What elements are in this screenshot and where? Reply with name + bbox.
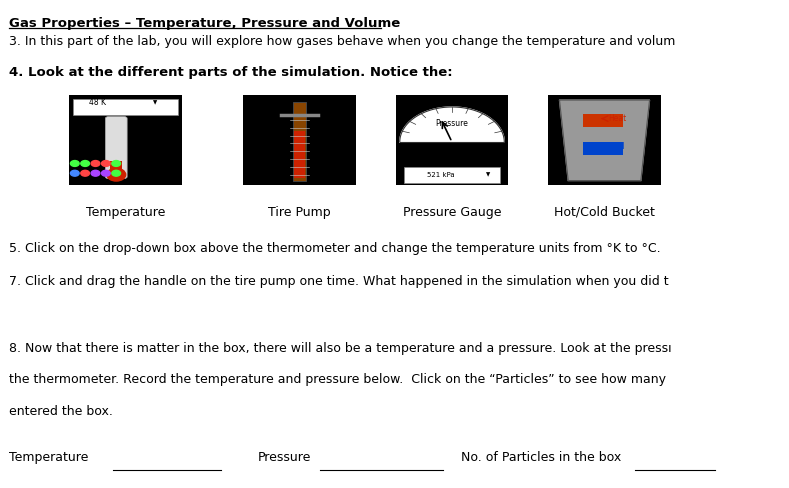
Text: 5. Click on the drop-down box above the thermometer and change the temperature u: 5. Click on the drop-down box above the …	[9, 242, 661, 255]
Polygon shape	[559, 100, 649, 181]
FancyBboxPatch shape	[69, 95, 181, 185]
Circle shape	[70, 161, 79, 166]
Text: Heat: Heat	[608, 114, 626, 123]
Circle shape	[112, 161, 121, 166]
FancyBboxPatch shape	[243, 95, 356, 185]
Text: No. of Particles in the box: No. of Particles in the box	[461, 451, 622, 465]
Text: 8. Now that there is matter in the box, there will also be a temperature and a p: 8. Now that there is matter in the box, …	[9, 342, 672, 355]
Circle shape	[70, 170, 79, 176]
Text: 4. Look at the different parts of the simulation. Notice the:: 4. Look at the different parts of the si…	[9, 66, 453, 79]
Text: 521 kPa: 521 kPa	[427, 172, 454, 178]
FancyBboxPatch shape	[293, 102, 306, 181]
FancyBboxPatch shape	[583, 142, 623, 155]
Text: ▼: ▼	[152, 100, 157, 105]
FancyBboxPatch shape	[583, 114, 623, 127]
Text: Hot/Cold Bucket: Hot/Cold Bucket	[554, 206, 655, 219]
Text: the thermometer. Record the temperature and pressure below.  Click on the “Parti: the thermometer. Record the temperature …	[9, 373, 667, 386]
Text: Cool: Cool	[608, 142, 625, 151]
FancyBboxPatch shape	[294, 131, 305, 178]
Text: Temperature: Temperature	[9, 451, 89, 465]
Text: Temperature: Temperature	[85, 206, 165, 219]
FancyBboxPatch shape	[548, 95, 661, 185]
Circle shape	[107, 168, 125, 181]
Text: Pressure: Pressure	[258, 451, 311, 465]
Polygon shape	[400, 107, 504, 142]
Circle shape	[80, 170, 89, 176]
Circle shape	[92, 170, 100, 176]
FancyBboxPatch shape	[110, 162, 122, 174]
Circle shape	[80, 161, 89, 166]
Text: entered the box.: entered the box.	[9, 405, 114, 418]
Text: Pressure Gauge: Pressure Gauge	[402, 206, 501, 219]
Text: Gas Properties – Temperature, Pressure and Volume: Gas Properties – Temperature, Pressure a…	[9, 17, 401, 30]
Text: 3. In this part of the lab, you will explore how gases behave when you change th: 3. In this part of the lab, you will exp…	[9, 35, 676, 48]
Circle shape	[102, 170, 110, 176]
FancyBboxPatch shape	[106, 117, 127, 179]
FancyBboxPatch shape	[405, 167, 499, 183]
Text: 48 K: 48 K	[89, 98, 107, 107]
Text: Pressure: Pressure	[436, 120, 469, 128]
Text: Tire Pump: Tire Pump	[268, 206, 331, 219]
Circle shape	[112, 170, 121, 176]
Text: 7. Click and drag the handle on the tire pump one time. What happened in the sim: 7. Click and drag the handle on the tire…	[9, 275, 669, 288]
Circle shape	[102, 161, 110, 166]
FancyBboxPatch shape	[73, 99, 178, 115]
Text: ▼: ▼	[486, 173, 490, 178]
Circle shape	[92, 161, 100, 166]
FancyBboxPatch shape	[396, 95, 508, 185]
